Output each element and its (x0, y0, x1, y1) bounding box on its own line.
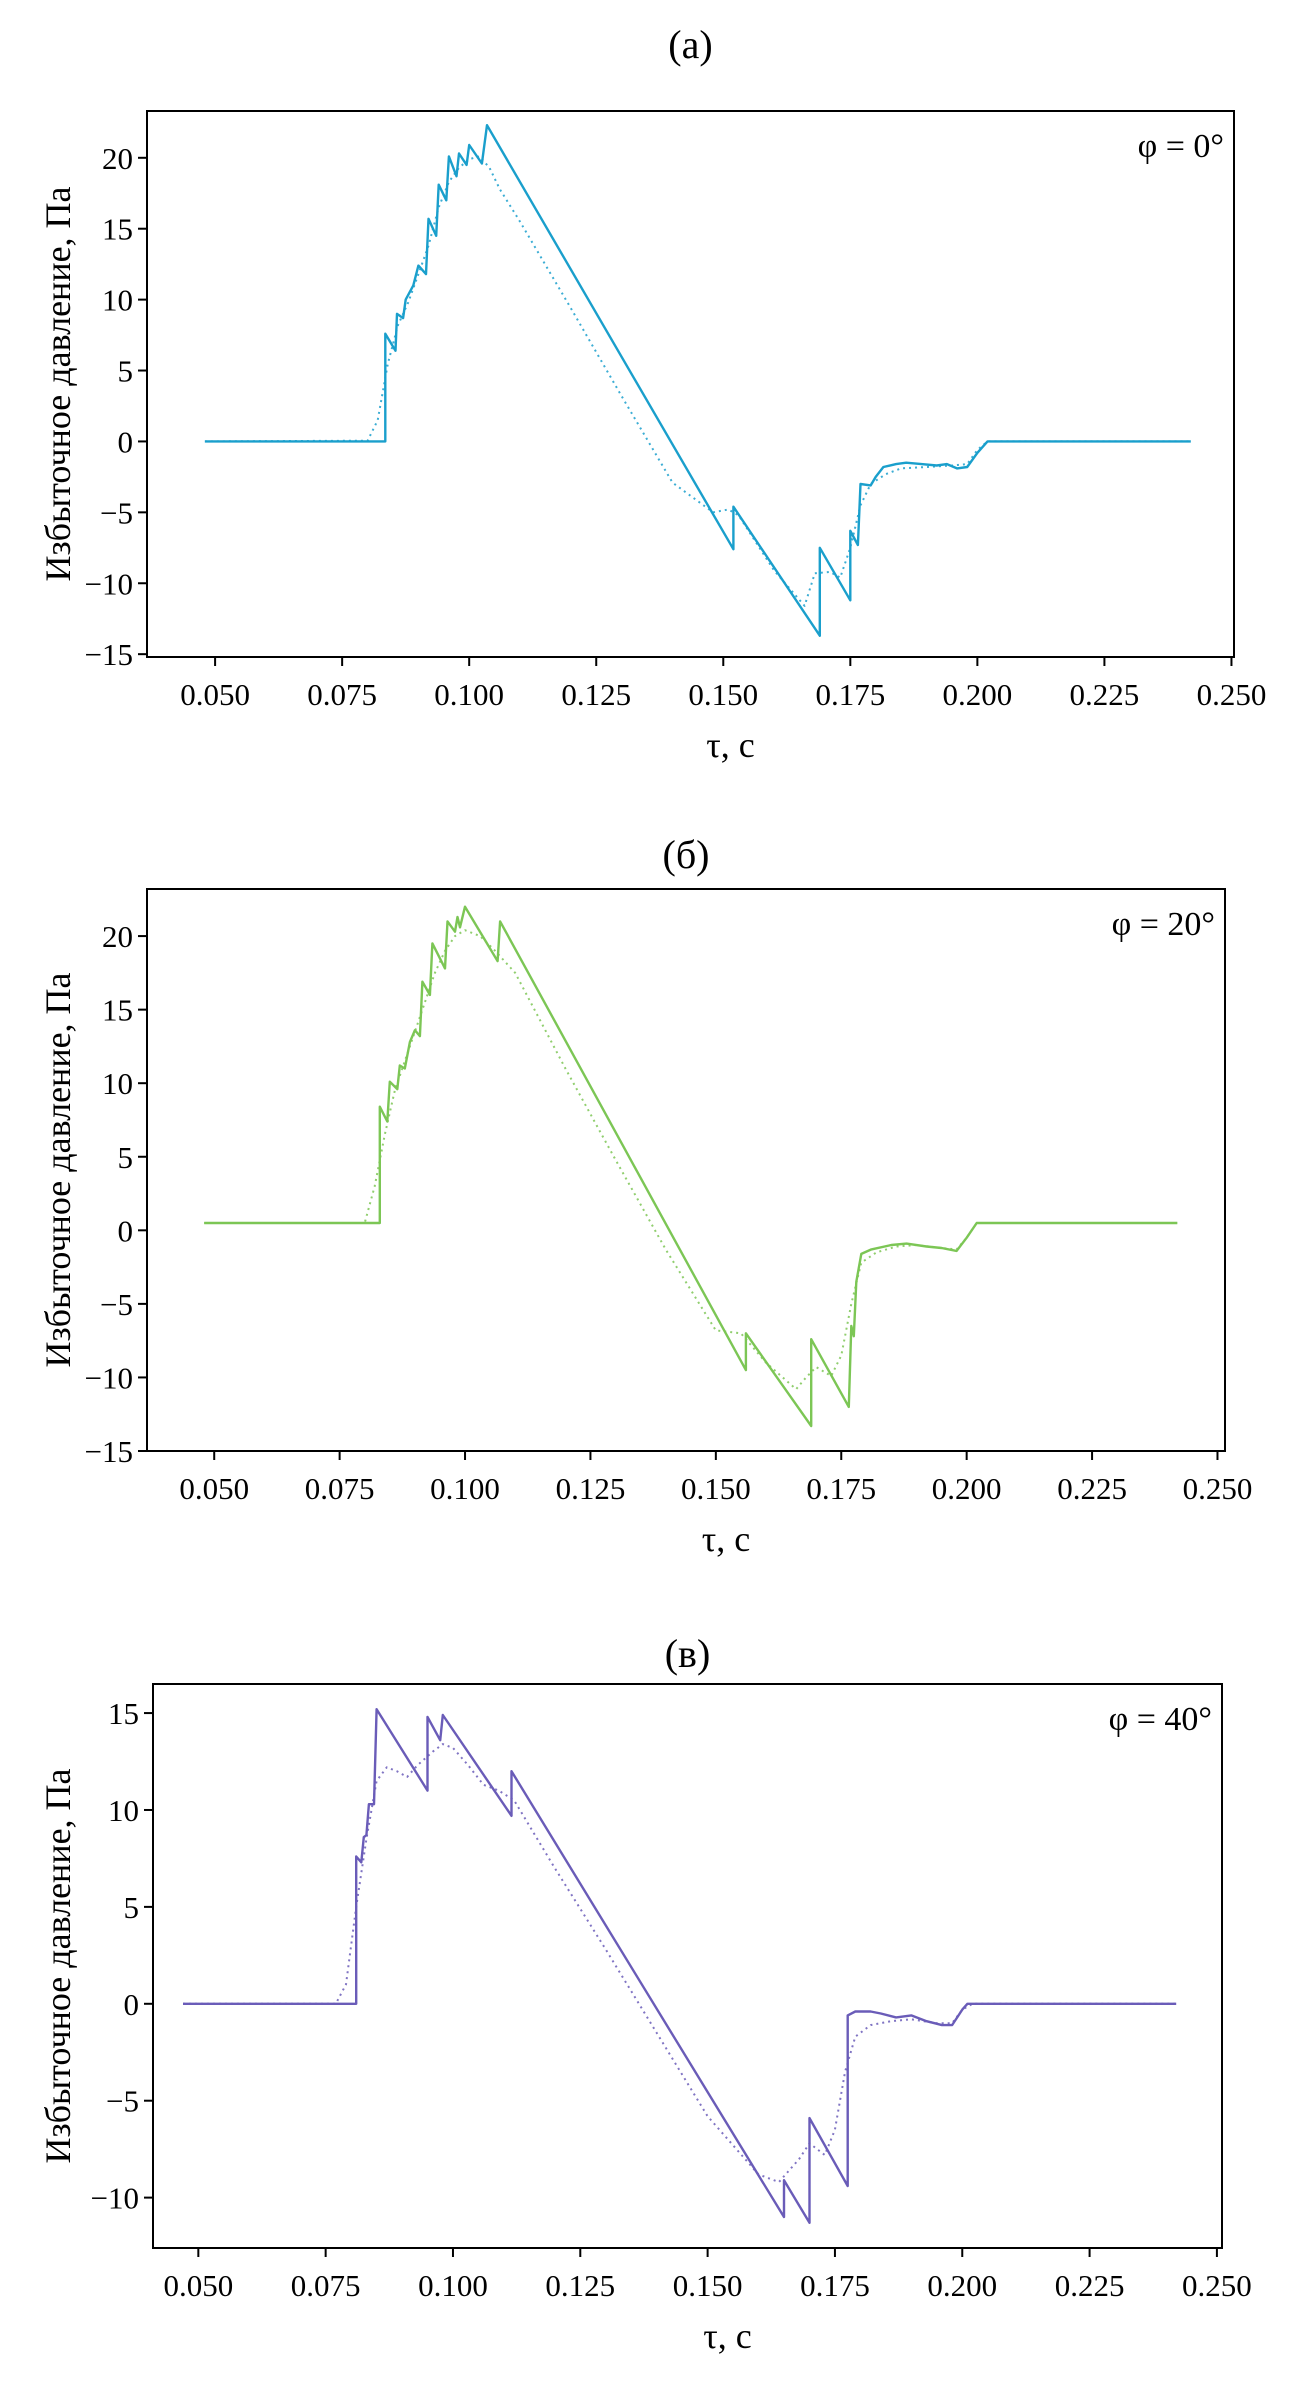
x-axis-label: τ, с (706, 725, 754, 765)
y-tick-label: −5 (106, 2084, 139, 2119)
x-tick-label: 0.050 (163, 2268, 233, 2303)
y-tick-label: 5 (118, 1140, 134, 1175)
x-tick-label: 0.125 (545, 2268, 615, 2303)
y-axis-label: Избыточное давление, Па (38, 972, 78, 1367)
series-line-dotted (204, 155, 1191, 607)
x-tick-label: 0.225 (1055, 2268, 1125, 2303)
y-tick-label: 10 (102, 1066, 133, 1101)
x-tick-label: 0.250 (1183, 1471, 1253, 1506)
chart-title: (а) (668, 22, 712, 67)
y-tick-label: −15 (85, 1434, 133, 1469)
x-tick-label: 0.250 (1182, 2268, 1252, 2303)
x-tick-label: 0.075 (305, 1471, 375, 1506)
x-tick-label: 0.100 (418, 2268, 488, 2303)
x-tick-label: 0.200 (932, 1471, 1002, 1506)
y-tick-label: 15 (102, 212, 133, 247)
x-tick-label: 0.225 (1057, 1471, 1127, 1506)
x-tick-label: 0.175 (800, 2268, 870, 2303)
x-axis-label: τ, с (702, 1519, 750, 1559)
y-tick-label: 15 (102, 993, 133, 1028)
y-axis-label: Избыточное давление, Па (38, 186, 78, 581)
x-tick-label: 0.200 (942, 677, 1012, 712)
chart-title: (в) (665, 1631, 711, 1676)
series-line-dotted (204, 929, 1178, 1391)
x-tick-label: 0.175 (806, 1471, 876, 1506)
y-tick-label: 0 (124, 1987, 140, 2022)
series-line-dotted (183, 1743, 1177, 2184)
chart-title: (б) (663, 832, 710, 877)
series-line-solid (183, 1708, 1177, 2224)
angle-annotation: φ = 40° (1109, 1701, 1212, 1738)
y-tick-label: −15 (85, 637, 133, 672)
y-tick-label: −5 (100, 495, 133, 530)
y-tick-label: 5 (124, 1890, 140, 1925)
x-axis-label: τ, с (703, 2316, 751, 2356)
angle-annotation: φ = 0° (1138, 128, 1224, 165)
x-tick-label: 0.050 (179, 1471, 249, 1506)
x-tick-label: 0.200 (927, 2268, 997, 2303)
x-tick-label: 0.100 (434, 677, 504, 712)
axes-frame (146, 888, 1226, 1452)
x-tick-label: 0.125 (561, 677, 631, 712)
y-tick-label: 10 (108, 1793, 139, 1828)
x-tick-label: 0.150 (688, 677, 758, 712)
y-tick-label: 0 (118, 1213, 134, 1248)
y-tick-label: −10 (85, 1360, 133, 1395)
x-tick-label: 0.150 (673, 2268, 743, 2303)
series-line-solid (204, 905, 1178, 1428)
y-tick-label: −10 (85, 566, 133, 601)
x-tick-label: 0.100 (430, 1471, 500, 1506)
chart-panel-1: (б) 0.050 0.075 0.100 0.125 0.150 0.175 0.200 0.… (38, 832, 1252, 1559)
axes-frame (146, 110, 1235, 658)
y-tick-label: 20 (102, 141, 133, 176)
x-tick-label: 0.175 (815, 677, 885, 712)
y-axis-label: Избыточное давление, Па (38, 1768, 78, 2163)
y-tick-label: 5 (118, 354, 134, 389)
x-tick-label: 0.075 (291, 2268, 361, 2303)
y-tick-label: −10 (91, 2181, 139, 2216)
y-tick-label: 0 (118, 424, 134, 459)
y-tick-label: 15 (108, 1696, 139, 1731)
chart-panel-0: (а) 0.050 0.075 0.100 0.125 0.150 0.175 0.200 0.… (38, 22, 1266, 765)
y-tick-label: −5 (100, 1287, 133, 1322)
x-tick-label: 0.150 (681, 1471, 751, 1506)
axes-frame (152, 1683, 1223, 2249)
series-line-solid (204, 124, 1191, 637)
x-tick-label: 0.075 (307, 677, 377, 712)
x-tick-label: 0.050 (180, 677, 250, 712)
x-tick-label: 0.125 (556, 1471, 626, 1506)
y-tick-label: 10 (102, 283, 133, 318)
x-tick-label: 0.225 (1070, 677, 1140, 712)
x-tick-label: 0.250 (1197, 677, 1267, 712)
y-tick-label: 20 (102, 919, 133, 954)
angle-annotation: φ = 20° (1112, 906, 1215, 943)
chart-panel-2: (в) 0.050 0.075 0.100 0.125 0.150 0.175 0.200 0.… (38, 1631, 1252, 2356)
